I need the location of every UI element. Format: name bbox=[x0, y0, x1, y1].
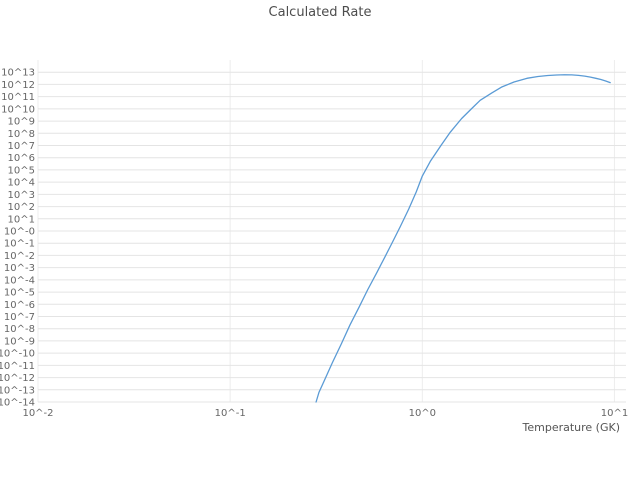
y-tick-label: 10^4 bbox=[8, 178, 35, 189]
y-tick-label: 10^-10 bbox=[0, 349, 35, 360]
x-tick-label: 10^0 bbox=[409, 408, 436, 419]
y-tick-label: 10^-0 bbox=[4, 227, 35, 238]
y-tick-label: 10^-11 bbox=[0, 361, 35, 372]
y-tick-label: 10^7 bbox=[8, 141, 35, 152]
y-tick-label: 10^10 bbox=[1, 104, 35, 115]
y-tick-label: 10^6 bbox=[8, 153, 35, 164]
y-tick-label: 10^1 bbox=[8, 214, 35, 225]
y-tick-label: 10^5 bbox=[8, 165, 35, 176]
y-tick-label: 10^2 bbox=[8, 202, 35, 213]
y-tick-label: 10^-8 bbox=[4, 324, 35, 335]
y-tick-label: 10^8 bbox=[8, 129, 35, 140]
chart-title: Calculated Rate bbox=[269, 5, 372, 20]
x-tick-label: 10^-2 bbox=[22, 408, 53, 419]
y-tick-label: 10^-6 bbox=[4, 300, 35, 311]
y-tick-label: 10^-7 bbox=[4, 312, 35, 323]
y-tick-label: 10^-2 bbox=[4, 251, 35, 262]
y-tick-label: 10^-13 bbox=[0, 385, 35, 396]
y-tick-label: 10^-9 bbox=[4, 336, 35, 347]
x-tick-label: 10^1 bbox=[601, 408, 628, 419]
y-tick-label: 10^-4 bbox=[4, 275, 35, 286]
x-tick-label: 10^-1 bbox=[215, 408, 246, 419]
y-tick-label: 10^11 bbox=[1, 92, 35, 103]
y-tick-label: 10^-1 bbox=[4, 239, 35, 250]
y-tick-label: 10^12 bbox=[1, 80, 35, 91]
grid-layer bbox=[37, 60, 626, 403]
y-tick-label: 10^-14 bbox=[0, 398, 35, 409]
y-tick-label: 10^-3 bbox=[4, 263, 35, 274]
y-tick-label: 10^-12 bbox=[0, 373, 35, 384]
y-tick-label: 10^-5 bbox=[4, 288, 35, 299]
rate-curve bbox=[315, 74, 611, 403]
y-tick-label: 10^13 bbox=[1, 68, 35, 79]
tick-labels-layer: 10^-2 10^-1 10^0 10^110^1310^1210^1110^1010… bbox=[0, 68, 628, 419]
x-axis-label: Temperature (GK) bbox=[522, 421, 621, 434]
y-tick-label: 10^9 bbox=[8, 117, 35, 128]
y-tick-label: 10^3 bbox=[8, 190, 35, 201]
